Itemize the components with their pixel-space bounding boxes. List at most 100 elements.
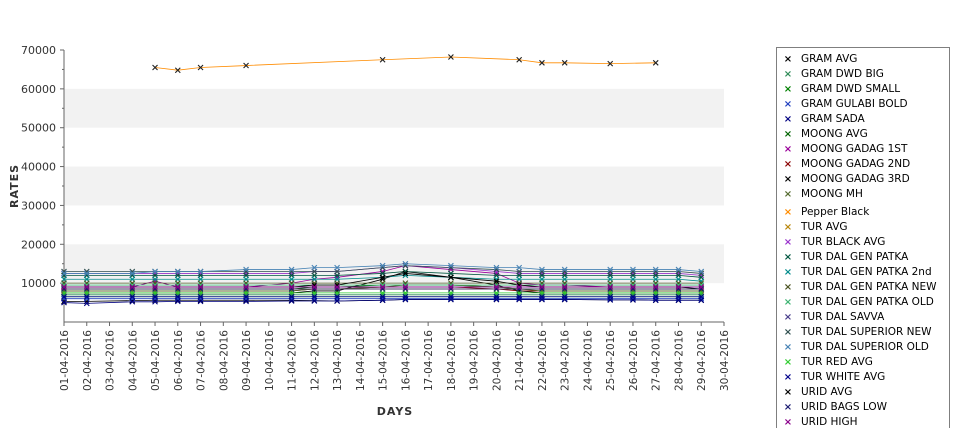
legend-label: TUR DAL GEN PATKA 2nd <box>801 266 932 278</box>
legend-label: GRAM SADA <box>801 113 865 125</box>
y-tick-label: 30000 <box>21 199 56 212</box>
legend-item: × MOONG GADAG 1ST <box>777 142 947 157</box>
legend-marker-icon: × <box>783 159 793 170</box>
data-point <box>493 284 500 290</box>
data-point <box>561 284 568 290</box>
x-tick-label: 08-04-2016 <box>218 330 230 391</box>
data-point <box>448 274 454 281</box>
data-point <box>516 264 523 271</box>
data-point <box>402 260 409 267</box>
legend-item: × TUR DAL GEN PATKA 2nd <box>777 265 947 280</box>
x-tick-label: 15-04-2016 <box>378 330 390 391</box>
x-tick-label: 11-04-2016 <box>287 330 299 391</box>
legend-item: × URID AVG <box>777 385 947 400</box>
data-point <box>288 266 295 273</box>
x-tick-label: 12-04-2016 <box>309 330 321 391</box>
data-point <box>243 293 249 300</box>
data-point <box>174 67 181 74</box>
data-point <box>288 298 295 304</box>
data-point <box>243 266 249 273</box>
legend-marker-icon: × <box>783 84 793 95</box>
data-point <box>379 293 386 300</box>
legend-label: MOONG MH <box>801 188 863 200</box>
data-point <box>197 64 204 71</box>
data-point <box>334 298 340 304</box>
legend-marker-icon: × <box>783 342 793 353</box>
legend-item: × MOONG AVG <box>777 127 947 142</box>
legend-item: × MOONG MH <box>777 187 947 202</box>
legend-marker-icon: × <box>783 99 793 110</box>
x-tick-label: 22-04-2016 <box>537 330 549 391</box>
y-tick-label: 40000 <box>21 161 56 174</box>
data-point <box>630 266 636 273</box>
data-point <box>311 293 318 300</box>
y-tick-label: 20000 <box>21 238 56 251</box>
data-point <box>652 59 659 66</box>
data-point <box>174 284 181 290</box>
legend-label: TUR DAL SUPERIOR NEW <box>801 326 932 338</box>
grid-band <box>64 166 724 206</box>
x-tick-label: 24-04-2016 <box>582 330 594 391</box>
data-point <box>311 264 318 271</box>
x-tick-label: 02-04-2016 <box>82 330 94 391</box>
legend-item: × Pepper Black <box>777 205 947 220</box>
legend-item: × MOONG GADAG 2ND <box>777 157 947 172</box>
x-tick-label: 30-04-2016 <box>719 330 731 391</box>
data-point <box>402 293 409 300</box>
data-point <box>652 284 659 290</box>
legend-label: MOONG GADAG 2ND <box>801 158 911 170</box>
x-tick-label: 10-04-2016 <box>264 330 276 391</box>
legend-label: URID BAGS LOW <box>801 401 887 413</box>
legend-label: Pepper Black <box>801 206 870 218</box>
chart-legend: × GRAM AVG × GRAM DWD BIG × GRAM DWD SMALL × GR… <box>776 47 950 428</box>
series-lines <box>61 54 705 307</box>
legend-marker-icon: × <box>783 222 793 233</box>
data-point <box>379 284 386 290</box>
legend-label: TUR DAL GEN PATKA <box>801 251 909 263</box>
x-tick-label: 23-04-2016 <box>560 330 572 391</box>
data-point <box>698 284 705 290</box>
legend-marker-icon: × <box>783 54 793 65</box>
x-axis-label: DAYS <box>377 405 413 418</box>
data-point <box>652 293 659 300</box>
data-point <box>402 284 409 290</box>
data-point <box>174 298 181 305</box>
legend-marker-icon: × <box>783 402 793 413</box>
legend-item: × URID HIGH <box>777 415 947 428</box>
data-point <box>243 298 249 305</box>
data-point <box>675 266 682 273</box>
data-point <box>539 59 545 66</box>
x-tick-label: 14-04-2016 <box>355 330 367 391</box>
x-tick-label: 20-04-2016 <box>491 330 503 391</box>
legend-marker-icon: × <box>783 144 793 155</box>
data-point <box>129 298 136 305</box>
legend-marker-icon: × <box>783 312 793 323</box>
legend-item: × GRAM DWD BIG <box>777 67 947 82</box>
legend-label: GRAM AVG <box>801 53 858 65</box>
legend-label: MOONG GADAG 3RD <box>801 173 910 185</box>
data-point <box>493 264 500 271</box>
data-point <box>83 284 90 290</box>
x-tick-label: 25-04-2016 <box>605 330 617 391</box>
data-point <box>152 298 158 305</box>
data-point <box>152 293 158 300</box>
x-tick-label: 18-04-2016 <box>446 330 458 391</box>
data-point <box>152 268 158 275</box>
legend-label: GRAM GULABI BOLD <box>801 98 908 110</box>
x-tick-label: 09-04-2016 <box>241 330 253 391</box>
data-point <box>379 56 386 63</box>
data-point <box>607 60 614 67</box>
x-tick-label: 26-04-2016 <box>628 330 640 391</box>
data-point <box>448 262 454 269</box>
data-point <box>243 62 249 69</box>
data-point <box>448 54 454 60</box>
data-point <box>288 293 295 300</box>
y-tick-label: 70000 <box>21 44 56 57</box>
legend-marker-icon: × <box>783 129 793 140</box>
y-axis-label: RATES <box>8 164 21 208</box>
x-tick-label: 04-04-2016 <box>127 330 139 391</box>
x-tick-label: 28-04-2016 <box>673 330 685 391</box>
data-point <box>311 284 318 290</box>
legend-marker-icon: × <box>783 189 793 200</box>
